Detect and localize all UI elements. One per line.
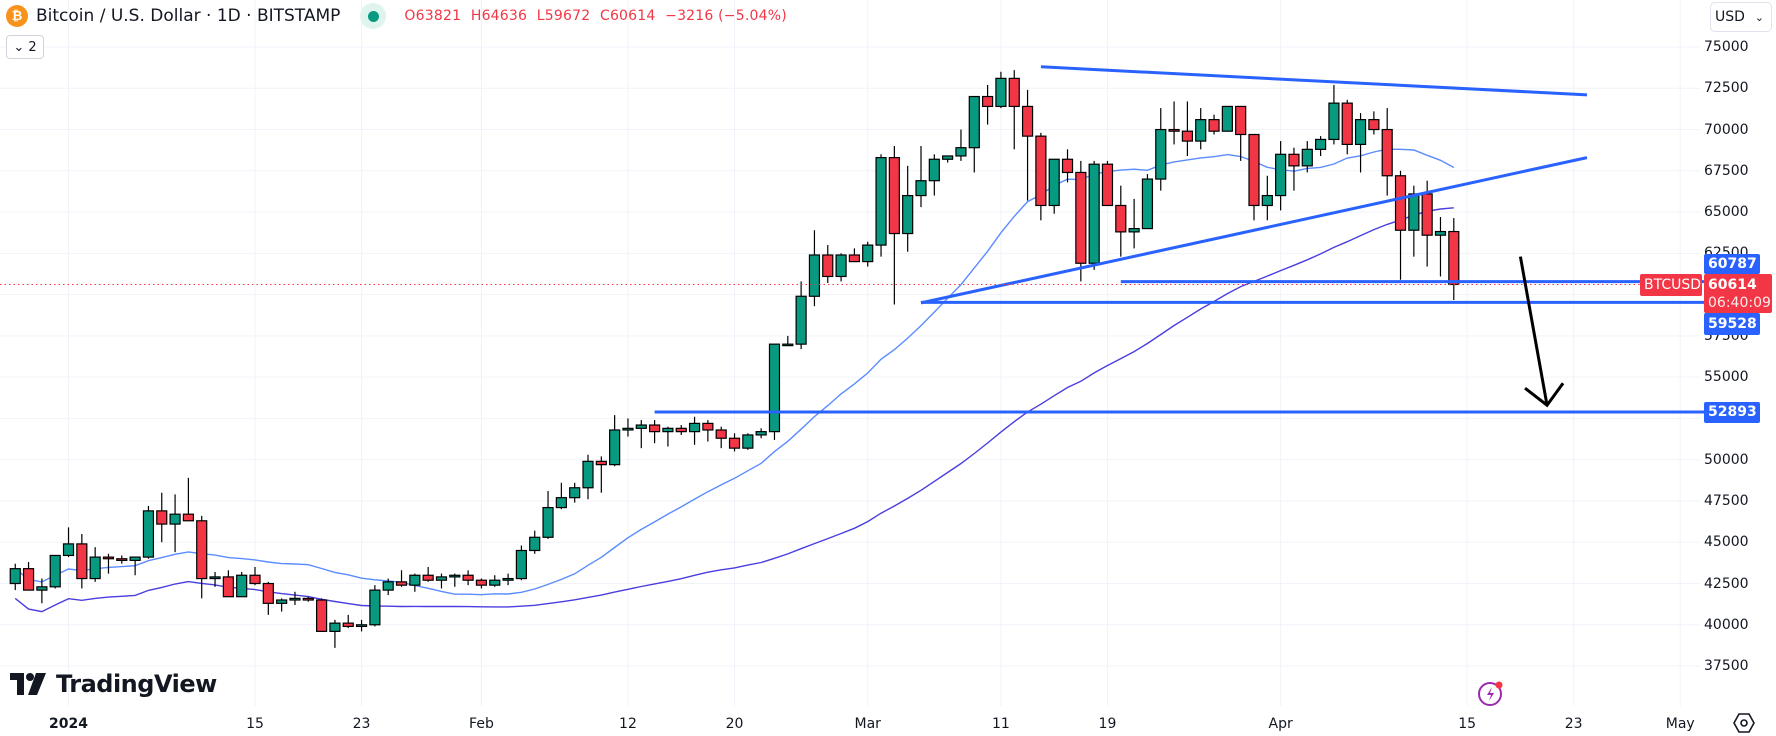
time-axis-label: May bbox=[1665, 716, 1695, 732]
last-price-value: 60614 bbox=[1708, 277, 1757, 293]
close-value: C60614 bbox=[599, 8, 656, 24]
high-value: H64636 bbox=[470, 8, 528, 24]
upper-resistance-trendline[interactable] bbox=[1040, 65, 1588, 97]
price-axis-label: 50000 bbox=[1704, 451, 1749, 468]
tradingview-logo[interactable]: TradingView bbox=[10, 670, 217, 698]
price-axis-label: 47500 bbox=[1704, 492, 1749, 509]
time-axis-label: Feb bbox=[469, 716, 494, 732]
symbol-title[interactable]: Bitcoin / U.S. Dollar · 1D · BITSTAMP bbox=[36, 6, 341, 26]
time-axis-label: 23 bbox=[1564, 716, 1583, 732]
price-axis-label: 72500 bbox=[1704, 80, 1749, 97]
currency-value: USD bbox=[1715, 9, 1745, 25]
price-axis-label: 42500 bbox=[1704, 575, 1749, 592]
target-price-badge: 52893 bbox=[1704, 402, 1760, 423]
symbol-badge: BTCUSD bbox=[1640, 274, 1702, 296]
time-axis-label: Mar bbox=[854, 716, 881, 732]
price-axis-label: 45000 bbox=[1704, 534, 1749, 551]
lightning-icon[interactable] bbox=[1477, 679, 1505, 707]
currency-select[interactable]: USD ⌄ bbox=[1710, 2, 1772, 32]
candlestick-series bbox=[9, 70, 1460, 648]
time-axis-label: 12 bbox=[619, 716, 637, 732]
logo-text: TradingView bbox=[56, 670, 217, 698]
time-axis-label: 15 bbox=[1458, 716, 1477, 732]
ohlc-values: O63821 H64636 L59672 C60614 −3216 (−5.04… bbox=[404, 8, 791, 24]
change-value: −3216 (−5.04%) bbox=[665, 8, 787, 24]
chart-grid bbox=[0, 0, 1700, 706]
time-axis-label: 11 bbox=[991, 716, 1010, 732]
price-axis-label: 55000 bbox=[1704, 369, 1749, 386]
price-axis-label: 75000 bbox=[1704, 39, 1749, 55]
bar-countdown: 06:40:09 bbox=[1708, 295, 1771, 311]
low-value: L59672 bbox=[536, 8, 591, 24]
support-price-badge: 59528 bbox=[1704, 313, 1760, 335]
down-arrow-drawing[interactable] bbox=[1518, 256, 1565, 408]
time-axis-label: 23 bbox=[352, 716, 371, 732]
rising-support-trendline[interactable] bbox=[920, 156, 1588, 305]
resistance-price-badge: 60787 bbox=[1704, 254, 1760, 274]
indicators-collapse-button[interactable]: ⌄ 2 bbox=[6, 35, 44, 59]
price-axis-label: 40000 bbox=[1704, 616, 1749, 633]
chevron-down-icon: ⌄ bbox=[13, 39, 25, 55]
chevron-down-icon: ⌄ bbox=[1754, 10, 1764, 24]
trend-drawings[interactable] bbox=[0, 65, 1704, 414]
time-axis-label: 2024 bbox=[49, 716, 88, 732]
chart-legend: ₿ Bitcoin / U.S. Dollar · 1D · BITSTAMP … bbox=[6, 3, 792, 29]
time-axis-label: Apr bbox=[1268, 716, 1293, 732]
last-price-badge: 60614 06:40:09 bbox=[1704, 274, 1772, 313]
price-axis-label: 65000 bbox=[1704, 204, 1749, 221]
time-axis-label: 20 bbox=[725, 716, 744, 732]
time-axis-label: 19 bbox=[1098, 716, 1117, 732]
time-axis-label: 15 bbox=[246, 716, 264, 732]
price-axis-label: 70000 bbox=[1704, 121, 1749, 138]
bitcoin-icon: ₿ bbox=[6, 5, 28, 27]
price-axis-label: 67500 bbox=[1704, 162, 1749, 179]
tradingview-logo-icon bbox=[10, 673, 46, 695]
market-status-icon[interactable] bbox=[360, 3, 387, 29]
indicator-count: 2 bbox=[28, 39, 37, 55]
open-value: O63821 bbox=[404, 8, 462, 24]
settings-icon[interactable] bbox=[1732, 712, 1756, 734]
price-axis-label: 37500 bbox=[1704, 658, 1749, 675]
